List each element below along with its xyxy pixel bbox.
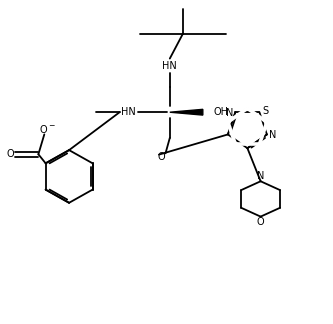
Text: N: N: [226, 108, 233, 118]
Text: −: −: [48, 121, 55, 130]
Text: O: O: [7, 149, 14, 159]
Polygon shape: [170, 109, 203, 115]
Text: S: S: [262, 106, 268, 116]
Text: OH: OH: [213, 107, 228, 117]
Text: O: O: [40, 125, 48, 135]
Text: N: N: [269, 130, 276, 140]
Text: O: O: [257, 217, 264, 227]
Text: N: N: [257, 171, 264, 181]
Text: O: O: [158, 152, 166, 162]
Text: HN: HN: [163, 61, 177, 71]
Text: HN: HN: [121, 107, 136, 117]
